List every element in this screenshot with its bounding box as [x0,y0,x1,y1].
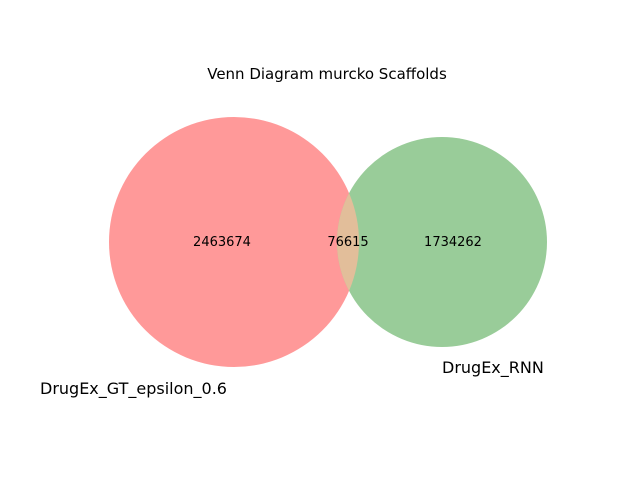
set-b-circle [337,137,547,347]
set-a-label: DrugEx_GT_epsilon_0.6 [40,379,227,399]
set-a-circle [109,117,359,367]
set-b-label: DrugEx_RNN [442,358,544,378]
diagram-title: Venn Diagram murcko Scaffolds [207,65,447,83]
intersection-count: 76615 [327,235,368,250]
set-a-only-count: 2463674 [193,235,251,250]
set-b-only-count: 1734262 [424,235,482,250]
